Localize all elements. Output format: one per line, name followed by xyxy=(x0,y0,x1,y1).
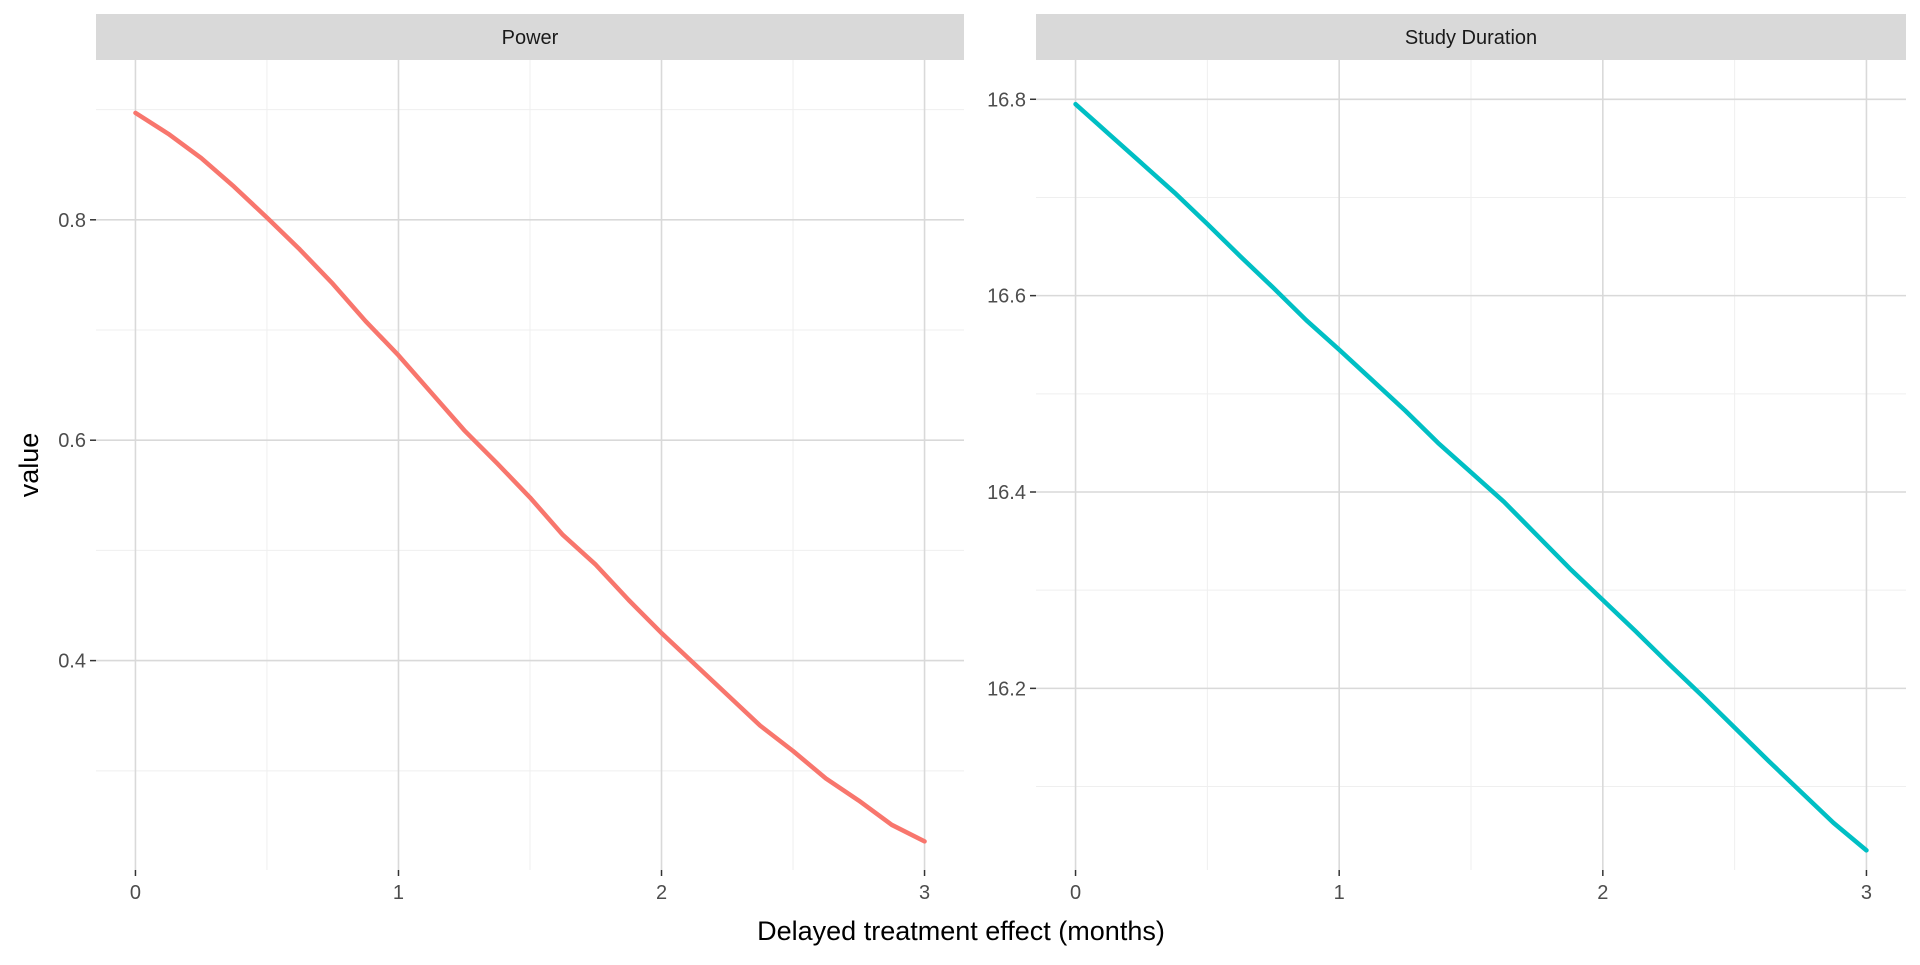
x-tick-label: 0 xyxy=(130,882,141,904)
x-tick-label: 1 xyxy=(1334,882,1345,904)
y-tick-label: 0.6 xyxy=(58,430,86,452)
x-axis-title: Delayed treatment effect (months) xyxy=(757,916,1165,946)
y-tick-label: 0.4 xyxy=(58,651,86,673)
y-tick-label: 16.6 xyxy=(987,286,1026,308)
y-tick-label: 16.8 xyxy=(987,89,1026,111)
facet-title: Study Duration xyxy=(1405,27,1537,49)
x-tick-label: 3 xyxy=(1861,882,1872,904)
series-line-1 xyxy=(1073,101,1869,853)
facet-title: Power xyxy=(502,27,559,49)
y-tick-label: 16.2 xyxy=(987,678,1026,700)
y-tick-label: 0.8 xyxy=(58,210,86,232)
panel-2: Study Duration 16.2 16.4 16.6 16.8 0 1 2 3 xyxy=(987,14,1906,904)
y-tick-label: 16.4 xyxy=(987,482,1026,504)
x-tick-label: 3 xyxy=(919,882,930,904)
x-tick-label: 1 xyxy=(393,882,404,904)
x-tick-label: 2 xyxy=(656,882,667,904)
y-axis-title: value xyxy=(14,433,44,498)
x-tick-label: 2 xyxy=(1597,882,1608,904)
panel-1: Power 0.4 0.6 0.8 0 1 2 3 xyxy=(58,14,964,904)
series-line-1 xyxy=(133,110,927,844)
x-tick-label: 0 xyxy=(1070,882,1081,904)
facet-strip xyxy=(96,14,964,60)
facet-strip xyxy=(1036,14,1906,60)
